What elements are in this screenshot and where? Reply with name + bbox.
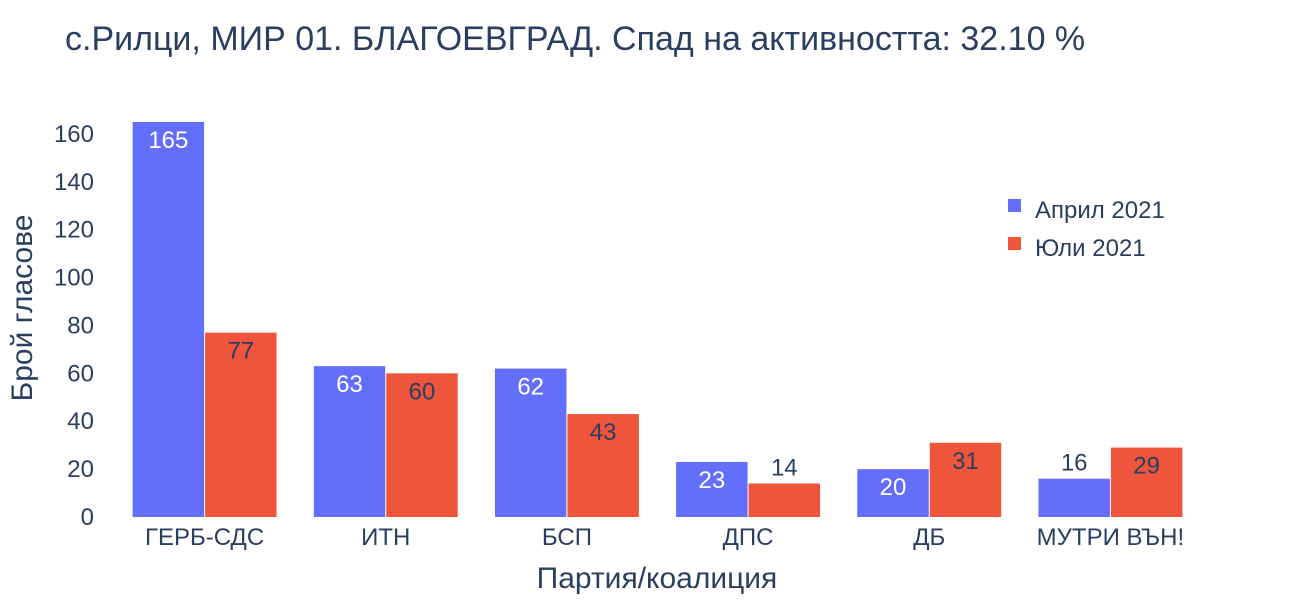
bar-value-label: 77 [227,338,254,365]
chart-title: с.Рилци, МИР 01. БЛАГОЕВГРАД. Спад на ак… [65,20,1085,58]
x-axis: ГЕРБ-СДС ИТН БСП ДПС ДБ МУТРИ ВЪН! [145,524,1184,551]
bar [1038,478,1110,517]
bars [132,121,1183,518]
x-tick-label: ИТН [361,524,410,551]
bar-value-label: 43 [590,419,617,446]
bar-value-label: 165 [148,127,188,154]
bar-value-label: 62 [517,374,544,401]
x-axis-title: Партия/коалиция [537,562,778,595]
bar [386,373,458,517]
legend-entry: Юли 2021 [1035,235,1146,262]
y-tick-label: 80 [67,312,94,339]
x-tick-label: ДПС [723,524,774,551]
y-axis: 0 20 40 60 80 100 120 140 160 [54,121,94,531]
bar [567,414,639,517]
bar [676,461,748,517]
y-axis-title: Брой гласове [6,215,39,402]
legend: Април 2021 Юли 2021 [1008,197,1165,262]
bar [313,366,386,517]
bar-value-label: 23 [698,467,725,494]
bar [1110,447,1183,517]
bar-value-label: 63 [336,371,363,398]
bar-value-label: 20 [880,474,907,501]
y-tick-label: 120 [54,217,94,244]
bar-value-label: 16 [1061,450,1088,477]
bar [929,442,1002,517]
bar-value-label: 31 [952,448,979,475]
bar [857,469,929,517]
legend-entry: Април 2021 [1035,197,1165,224]
y-tick-label: 20 [67,456,94,483]
y-tick-label: 0 [81,504,94,531]
y-tick-label: 40 [67,408,94,435]
legend-swatch [1008,237,1021,250]
x-tick-label: ДБ [913,524,945,551]
bar [494,368,567,517]
x-tick-label: ГЕРБ-СДС [145,524,264,551]
x-tick-label: МУТРИ ВЪН! [1037,524,1184,551]
y-tick-label: 140 [54,169,94,196]
bar-value-label: 14 [771,454,798,481]
x-tick-label: БСП [542,524,592,551]
bar-value-label: 29 [1133,453,1160,480]
bar [132,121,205,518]
bar-value-label: 60 [409,378,436,405]
y-tick-label: 60 [67,360,94,387]
y-tick-label: 100 [54,265,94,292]
y-tick-label: 160 [54,121,94,148]
bar [205,332,277,517]
bar [748,483,821,517]
legend-swatch [1008,199,1021,212]
bar-labels: 165 63 62 23 20 16 77 60 43 14 31 29 [148,127,1160,501]
